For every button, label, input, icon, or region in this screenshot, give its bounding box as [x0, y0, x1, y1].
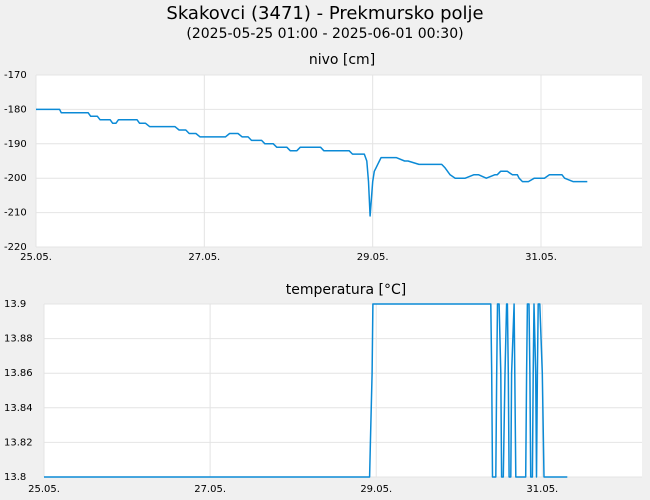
- nivo-chart-title: nivo [cm]: [309, 52, 375, 68]
- nivo-y-tick-label: -220: [4, 242, 27, 253]
- nivo-plot-area: [36, 75, 642, 247]
- nivo-x-tick-label: 25.05.: [20, 252, 52, 263]
- nivo-series-line: [36, 108, 588, 217]
- temperatura-x-tick-label: 29.05.: [360, 484, 392, 495]
- nivo-y-tick-label: -190: [4, 139, 27, 150]
- nivo-x-tick-label: 31.05.: [525, 252, 557, 263]
- temperatura-chart-title: temperatura [°C]: [286, 282, 406, 298]
- temperatura-y-tick-label: 13.88: [4, 334, 33, 345]
- nivo-y-tick-label: -180: [4, 104, 27, 115]
- nivo-y-tick-label: -210: [4, 208, 27, 219]
- nivo-x-tick-label: 27.05.: [188, 252, 220, 263]
- temperatura-series-line: [44, 303, 568, 478]
- temperatura-x-tick-label: 31.05.: [526, 484, 558, 495]
- temperatura-y-tick-label: 13.82: [4, 437, 33, 448]
- nivo-x-tick-label: 29.05.: [357, 252, 389, 263]
- temperatura-x-tick-label: 25.05.: [28, 484, 60, 495]
- temperatura-y-tick-label: 13.8: [4, 472, 26, 483]
- nivo-y-tick-label: -200: [4, 173, 27, 184]
- temperatura-plot-area: [44, 304, 642, 477]
- temperatura-y-tick-label: 13.86: [4, 368, 33, 379]
- temperatura-y-tick-label: 13.9: [4, 299, 26, 310]
- temperatura-y-tick-label: 13.84: [4, 403, 33, 414]
- page-title: Skakovci (3471) - Prekmursko polje: [166, 3, 484, 24]
- nivo-y-tick-label: -170: [4, 70, 27, 81]
- temperatura-x-tick-label: 27.05.: [194, 484, 226, 495]
- page-subtitle: (2025-05-25 01:00 - 2025-06-01 00:30): [186, 26, 464, 42]
- temperatura-chart: temperatura [°C]13.913.8813.8613.8413.82…: [4, 282, 642, 495]
